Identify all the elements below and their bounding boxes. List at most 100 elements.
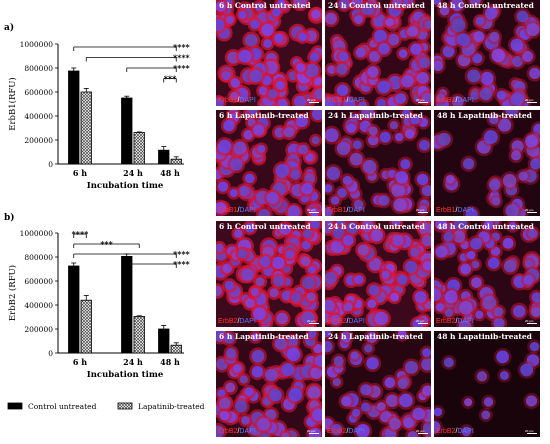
micrograph-tile: 48 h Lapatinib-treated ErbB2/DAPI 20 µm xyxy=(434,331,540,437)
cell-nucleus xyxy=(410,43,422,55)
cell-nucleus xyxy=(459,300,473,315)
scale-bar: 20 µm xyxy=(525,98,537,103)
panel-label: a) xyxy=(4,22,14,33)
dapi-label: DAPI xyxy=(239,97,256,104)
cell-nucleus xyxy=(525,134,538,148)
cell-nucleus xyxy=(360,384,372,396)
cell-nucleus xyxy=(471,260,480,269)
bar-lapatinib xyxy=(170,158,182,165)
cell-nucleus xyxy=(483,130,498,145)
cell-nucleus xyxy=(493,317,505,327)
stain-label: ErbB1/DAPI xyxy=(327,97,365,104)
cell-nucleus xyxy=(374,311,389,326)
cell-nucleus xyxy=(249,69,263,83)
cell-nucleus xyxy=(395,170,409,184)
cell-nucleus xyxy=(421,235,431,247)
cell-nucleus xyxy=(350,351,359,360)
cell-nucleus xyxy=(257,417,270,431)
scale-bar: 20 µm xyxy=(525,429,537,434)
marker-label: ErbB1 xyxy=(218,207,238,214)
scale-bar-label: 20 µm xyxy=(416,319,425,323)
cell-nucleus xyxy=(434,407,443,417)
y-tick-label: 0 xyxy=(48,160,53,169)
cell-nucleus xyxy=(508,221,517,231)
cell-nucleus xyxy=(434,288,441,302)
cell-nucleus xyxy=(276,98,288,106)
cell-nucleus xyxy=(266,191,279,204)
cell-nucleus xyxy=(387,33,400,46)
cell-nucleus xyxy=(499,371,509,380)
cell-nucleus xyxy=(529,67,540,80)
y-tick-label: 600000 xyxy=(24,277,53,286)
cell-nucleus xyxy=(469,0,481,6)
stain-separator: / xyxy=(346,207,349,214)
cell-nucleus xyxy=(293,0,308,9)
cell-nucleus xyxy=(518,171,528,181)
marker-label: ErbB1 xyxy=(218,97,238,104)
cell-nucleus xyxy=(336,84,349,97)
cell-nucleus xyxy=(528,228,538,239)
micrograph-title: 48 h Control untreated xyxy=(437,1,534,10)
cell-nucleus xyxy=(379,131,391,143)
marker-label: ErbB2 xyxy=(436,318,456,325)
scale-bar-line xyxy=(527,212,537,213)
scale-bar-line xyxy=(309,433,319,434)
cell-nucleus xyxy=(401,75,414,88)
cell-nucleus xyxy=(458,320,472,327)
x-tick-label: 48 h xyxy=(160,168,180,178)
y-axis-label: ErbB2 (RFU) xyxy=(7,265,18,321)
marker-label: ErbB2 xyxy=(218,318,238,325)
cell-nucleus xyxy=(467,69,481,83)
micrograph-title: 6 h Control untreated xyxy=(219,222,311,231)
cell-nucleus xyxy=(259,255,271,268)
stain-label: ErbB2/DAPI xyxy=(436,428,474,435)
cell-nucleus xyxy=(310,221,321,230)
cell-nucleus xyxy=(362,160,377,174)
cell-nucleus xyxy=(233,229,243,238)
cell-nucleus xyxy=(422,348,431,357)
bar-control xyxy=(158,328,170,354)
cell-nucleus xyxy=(488,179,501,191)
cell-nucleus xyxy=(398,49,408,59)
cell-nucleus xyxy=(451,95,464,106)
cell-nucleus xyxy=(412,407,425,421)
significance-label: **** xyxy=(173,53,191,63)
cell-nucleus xyxy=(216,202,226,214)
cell-nucleus xyxy=(327,65,336,75)
micrograph-title: 24 h Control untreated xyxy=(328,1,425,10)
y-axis-label: ErbB1(RFU) xyxy=(7,77,18,130)
stain-label: ErbB2/DAPI xyxy=(436,318,474,325)
cell-nucleus xyxy=(416,72,429,85)
cell-nucleus xyxy=(285,250,295,259)
cell-nucleus xyxy=(254,2,265,12)
stain-label: ErbB2/DAPI xyxy=(327,428,365,435)
cell-nucleus xyxy=(491,48,506,63)
panel-label: b) xyxy=(4,212,15,223)
cell-nucleus xyxy=(444,308,454,318)
stain-separator: / xyxy=(346,97,349,104)
cell-nucleus xyxy=(336,141,351,156)
cell-nucleus xyxy=(296,115,308,128)
cell-nucleus xyxy=(241,415,250,425)
cell-nucleus xyxy=(390,292,400,302)
x-tick-label: 48 h xyxy=(160,357,180,367)
cell-nucleus xyxy=(283,126,295,138)
bar-charts: a) 0 200000 400000 600000 800000 1000000 ErbB1(… xyxy=(4,22,205,411)
cell-nucleus xyxy=(311,110,322,121)
cell-nucleus xyxy=(229,92,239,101)
scale-bar-line xyxy=(309,102,319,103)
cell-nucleus xyxy=(484,7,498,20)
micrograph-background xyxy=(434,331,540,437)
cell-nucleus xyxy=(239,375,248,384)
cell-nucleus xyxy=(221,71,231,81)
cell-nucleus xyxy=(481,410,491,420)
cell-nucleus xyxy=(422,385,431,396)
cell-nucleus xyxy=(330,240,345,254)
cell-nucleus xyxy=(443,232,454,242)
cell-nucleus xyxy=(330,196,340,205)
cell-nucleus xyxy=(216,1,226,12)
scale-bar: 20 µm xyxy=(307,429,319,434)
micrograph-title: 6 h Lapatinib-treated xyxy=(219,332,309,341)
bar-lapatinib xyxy=(133,132,145,165)
x-axis-label: Incubation time xyxy=(87,181,164,191)
